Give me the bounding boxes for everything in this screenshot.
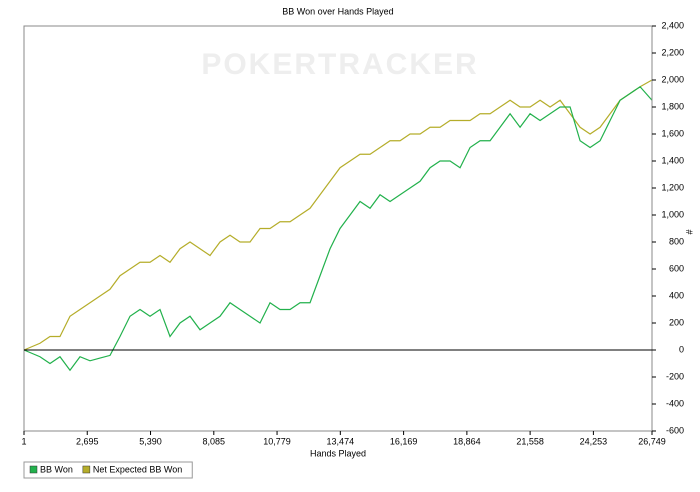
series-line [23, 79, 653, 351]
y-tick-label: 2,400 [661, 20, 684, 30]
legend: BB Won Net Expected BB Won [23, 461, 193, 479]
y-tick-label: 800 [669, 236, 684, 246]
x-tick-label: 10,779 [263, 436, 291, 446]
x-tick-label: 26,749 [638, 436, 666, 446]
watermark: POKERTRACKER [201, 48, 478, 81]
plot-border [23, 25, 653, 432]
legend-swatch [82, 465, 91, 474]
y-tick-label: -600 [666, 425, 684, 435]
legend-box [23, 461, 193, 479]
x-tick-label: 2,695 [76, 436, 99, 446]
series-line [23, 85, 653, 372]
y-tick-label: 1,800 [661, 101, 684, 111]
y-tick-label: 2,200 [661, 47, 684, 57]
y-tick-label: 400 [669, 290, 684, 300]
x-tick-label: 5,390 [139, 436, 162, 446]
y-axis-label: # [684, 229, 694, 234]
x-tick-label: 8,085 [203, 436, 226, 446]
y-tick-label: 1,600 [661, 128, 684, 138]
y-tick-label: -200 [666, 371, 684, 381]
legend-swatch [29, 465, 38, 474]
x-tick-label: 16,169 [390, 436, 418, 446]
y-tick-label: 1,000 [661, 209, 684, 219]
plot-area [23, 79, 653, 372]
x-tick-label: 24,253 [580, 436, 608, 446]
y-tick-label: 2,000 [661, 74, 684, 84]
legend-label: Net Expected BB Won [93, 464, 182, 474]
y-tick-label: 1,400 [661, 155, 684, 165]
x-tick-label: 18,864 [453, 436, 481, 446]
y-tick-label: 0 [679, 344, 684, 354]
legend-label: BB Won [40, 464, 73, 474]
y-tick-label: 1,200 [661, 182, 684, 192]
y-tick-label: 200 [669, 317, 684, 327]
y-tick-label: 600 [669, 263, 684, 273]
x-tick-label: 13,474 [327, 436, 355, 446]
x-tick-label: 21,558 [516, 436, 544, 446]
x-axis-label: Hands Played [310, 448, 366, 458]
chart-title: BB Won over Hands Played [282, 6, 393, 16]
y-tick-label: -400 [666, 398, 684, 408]
x-tick-label: 1 [21, 436, 26, 446]
